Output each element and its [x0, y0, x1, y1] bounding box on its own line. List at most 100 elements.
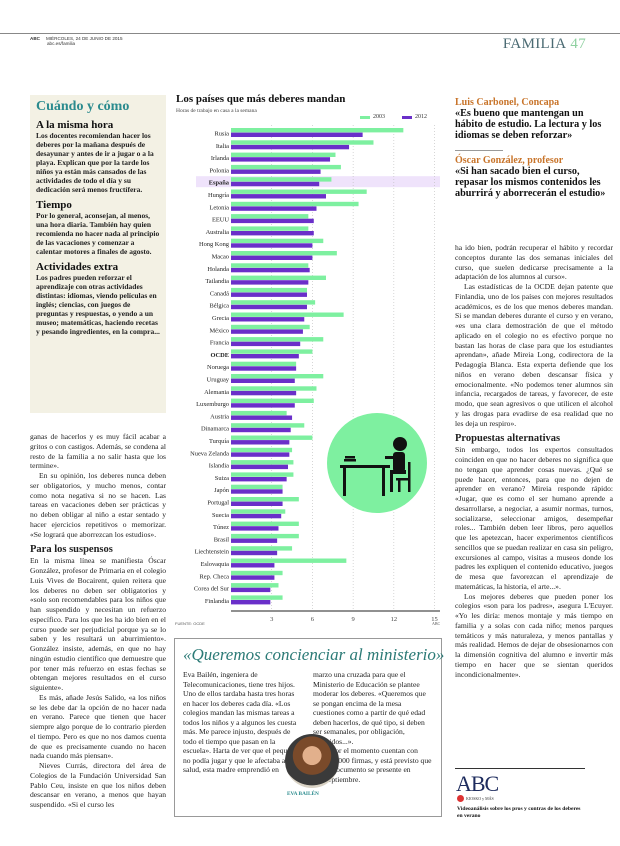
subheading: Propuestas alternativas — [455, 433, 561, 445]
box-text: Eva Bailén, ingeniera de Telecomunicacio… — [183, 670, 299, 774]
category-label: Macao — [212, 254, 229, 261]
paragraph: Los mejores deberes que pueden poner los… — [455, 591, 613, 679]
illustration-circle — [327, 413, 427, 513]
chart-credit: ABC — [432, 621, 441, 626]
paragraph: ganas de hacerlos y es muy fácil acabar … — [30, 432, 166, 471]
highlight-band — [196, 176, 440, 188]
bar-2012 — [231, 477, 287, 482]
x-tick-label: 9 — [352, 616, 355, 623]
bar-2003 — [231, 189, 367, 194]
category-label: Corea del Sur — [194, 586, 230, 593]
paragraph: Nieves Currás, directora del área de Col… — [30, 761, 166, 809]
bar-2012 — [231, 169, 321, 174]
bar-2012 — [231, 563, 275, 568]
bar-2012 — [231, 501, 283, 506]
student-at-desk-icon — [340, 437, 411, 496]
bar-2003 — [231, 287, 307, 293]
legend-item-2012: 2012 — [402, 114, 427, 120]
category-label: Australia — [206, 229, 230, 236]
sidebar-heading: Tiempo — [36, 199, 72, 211]
bar-2012 — [231, 194, 326, 199]
category-label: Suecia — [212, 512, 229, 519]
sidebar-text: Los docentes recomiendan hacer los deber… — [36, 131, 154, 194]
sidebar-box: Cuándo y cómo A la misma hora Los docent… — [30, 95, 166, 413]
box-text: marzo una cruzada para que el Ministerio… — [313, 670, 426, 746]
quote-text: «Si han sacado bien el curso, repasar lo… — [455, 165, 606, 200]
bar-2012 — [231, 415, 293, 420]
bar-2003 — [231, 595, 283, 600]
category-label: Brasil — [214, 536, 229, 543]
paragraph: En la misma línea se manifiesta Óscar Go… — [30, 556, 166, 692]
section-title: FAMILIA 47 — [503, 36, 586, 53]
quote-author: Óscar González, profesor — [455, 154, 564, 166]
category-label: Hong Kong — [199, 241, 230, 248]
category-label: Grecia — [212, 315, 229, 322]
category-label: Rusia — [214, 131, 229, 138]
bar-2003 — [231, 435, 313, 440]
bar-2003 — [231, 238, 324, 244]
bar-2003 — [231, 300, 316, 305]
bar-2003 — [231, 349, 313, 354]
subheading: Para los suspensos — [30, 544, 113, 556]
category-label: Nueva Zelanda — [190, 450, 229, 457]
category-label: Japón — [214, 487, 230, 494]
bar-2003 — [231, 533, 299, 539]
quote-text: «Es bueno que mantengan un hábito de est… — [455, 108, 602, 142]
sidebar-heading: Actividades extra — [36, 261, 119, 273]
abc-logo[interactable]: ABC — [456, 771, 499, 796]
bar-2003 — [231, 324, 310, 330]
section-name: FAMILIA — [502, 36, 567, 52]
bar-2003 — [231, 447, 293, 453]
chart-source: FUENTE: OCDE — [175, 621, 205, 626]
page-number: 47 — [570, 36, 586, 52]
bar-2003 — [231, 410, 287, 416]
quote-author: Luis Carbonel, Concapa — [455, 97, 560, 108]
category-label: OCDE — [211, 352, 229, 359]
category-label: Finlandia — [205, 598, 229, 605]
bar-2003 — [231, 263, 309, 268]
bar-2003 — [231, 361, 297, 367]
bar-2003 — [231, 275, 326, 280]
bar-2012 — [231, 144, 350, 150]
bar-2012 — [231, 231, 314, 236]
bar-2012 — [231, 513, 282, 519]
bar-2012 — [231, 218, 314, 224]
bar-2003 — [231, 423, 305, 428]
category-label: Letonia — [209, 204, 229, 211]
bar-2012 — [231, 427, 291, 433]
bar-2012 — [231, 440, 290, 445]
category-label: EEUU — [212, 217, 229, 224]
chart-subtitle: Horas de trabajo en casa a la semana — [176, 108, 257, 114]
category-label: México — [209, 327, 229, 334]
kiosko-link[interactable]: KIOSKO y MÁS — [457, 795, 494, 802]
bar-2012 — [231, 489, 283, 494]
bar-2012 — [231, 403, 295, 408]
category-label: Canadá — [210, 290, 229, 297]
bar-2003 — [231, 521, 299, 526]
bar-2003 — [231, 484, 283, 490]
category-label: Irlanda — [211, 155, 229, 162]
bar-2012 — [231, 341, 301, 347]
bar-2012 — [231, 378, 295, 383]
bar-2003 — [231, 177, 332, 182]
bar-2012 — [231, 464, 288, 470]
bar-2003 — [231, 152, 336, 157]
bar-2012 — [231, 181, 320, 187]
box-column-2: marzo una cruzada para que el Ministerio… — [313, 670, 433, 784]
x-tick-label: 12 — [391, 616, 398, 623]
bar-2012 — [231, 329, 303, 334]
bar-2003 — [231, 251, 337, 256]
bar-2003 — [231, 497, 299, 502]
category-label: Turquía — [209, 438, 229, 445]
interview-box: «Queremos concienciar al ministerio» Eva… — [174, 638, 444, 817]
bar-2012 — [231, 550, 278, 556]
bar-2012 — [231, 206, 317, 211]
bar-2012 — [231, 526, 279, 531]
bar-2003 — [231, 546, 293, 551]
divider — [455, 149, 503, 151]
category-label: Uruguay — [207, 377, 230, 384]
bar-2012 — [231, 366, 297, 371]
bar-2012 — [231, 132, 363, 137]
bar-2003 — [231, 583, 279, 588]
